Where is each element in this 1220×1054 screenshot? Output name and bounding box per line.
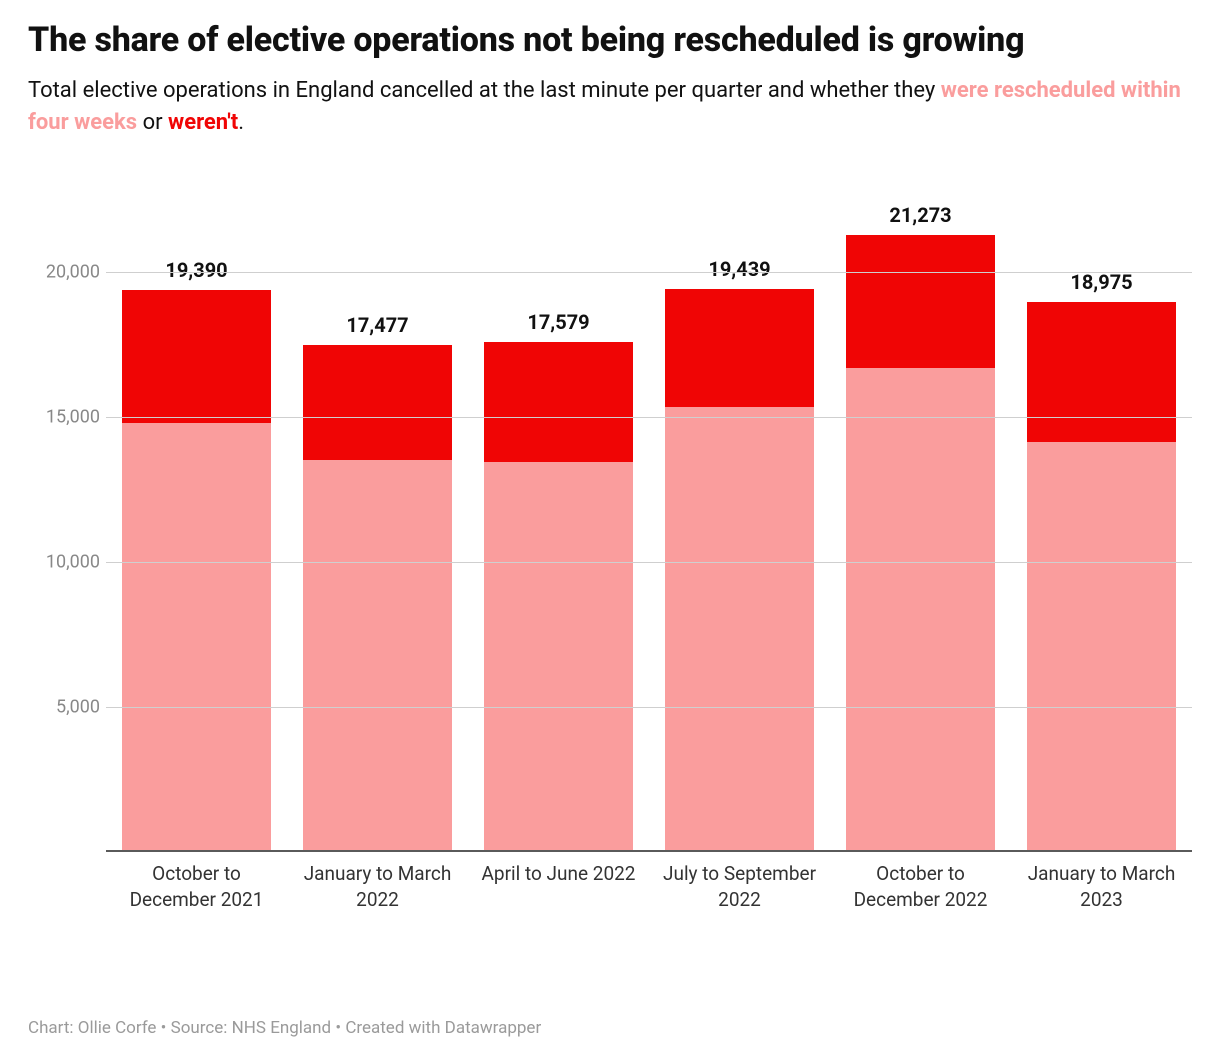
gridline bbox=[106, 707, 1192, 708]
bar-stack bbox=[665, 289, 813, 852]
bar-stack bbox=[1027, 302, 1175, 851]
y-tick-label: 15,000 bbox=[22, 407, 100, 428]
gridline bbox=[106, 272, 1192, 273]
bar-column: 19,390 bbox=[106, 191, 287, 851]
bar-column: 21,273 bbox=[830, 191, 1011, 851]
gridline bbox=[106, 562, 1192, 563]
plot-area: 19,390 17,477 17,579 19,439 21,273 18,975 bbox=[106, 191, 1192, 851]
x-tick-label: January to March 2022 bbox=[287, 851, 468, 912]
x-axis: October to December 2021January to March… bbox=[106, 851, 1192, 912]
bar-segment-rescheduled bbox=[303, 460, 451, 851]
bar-stack bbox=[122, 290, 270, 851]
chart-area: 5,00010,00015,00020,000 19,390 17,477 17,5… bbox=[28, 157, 1192, 961]
subtitle-text-mid: or bbox=[137, 110, 168, 135]
chart-subtitle: Total elective operations in England can… bbox=[28, 75, 1192, 139]
y-tick-label: 10,000 bbox=[22, 551, 100, 572]
x-tick-label: October to December 2021 bbox=[106, 851, 287, 912]
bar-segment-rescheduled bbox=[122, 423, 270, 851]
bar-segment-not-rescheduled bbox=[303, 345, 451, 460]
x-tick-label: July to September 2022 bbox=[649, 851, 830, 912]
bar-segment-not-rescheduled bbox=[484, 342, 632, 462]
bar-segment-rescheduled bbox=[484, 462, 632, 851]
bar-total-label: 19,439 bbox=[708, 257, 770, 281]
chart-title: The share of elective operations not bei… bbox=[28, 20, 1192, 61]
y-tick-label: 20,000 bbox=[22, 262, 100, 283]
bar-segment-not-rescheduled bbox=[665, 289, 813, 407]
bar-segment-rescheduled bbox=[665, 407, 813, 851]
y-tick-label: 5,000 bbox=[22, 696, 100, 717]
x-tick-label: October to December 2022 bbox=[830, 851, 1011, 912]
bar-segment-rescheduled bbox=[1027, 442, 1175, 852]
subtitle-text-pre: Total elective operations in England can… bbox=[28, 78, 941, 103]
x-tick-label: January to March 2023 bbox=[1011, 851, 1192, 912]
x-tick-label: April to June 2022 bbox=[468, 851, 649, 912]
bar-total-label: 19,390 bbox=[165, 258, 227, 282]
bar-total-label: 18,975 bbox=[1070, 270, 1132, 294]
bar-stack bbox=[303, 345, 451, 851]
bar-column: 17,477 bbox=[287, 191, 468, 851]
bar-segment-not-rescheduled bbox=[122, 290, 270, 423]
legend-not-rescheduled: weren't bbox=[168, 110, 238, 135]
bar-stack bbox=[484, 342, 632, 851]
bar-segment-rescheduled bbox=[846, 368, 994, 851]
bar-column: 17,579 bbox=[468, 191, 649, 851]
y-axis: 5,00010,00015,00020,000 bbox=[28, 191, 106, 851]
bar-stack bbox=[846, 235, 994, 851]
bars-container: 19,390 17,477 17,579 19,439 21,273 18,975 bbox=[106, 191, 1192, 851]
bar-total-label: 17,579 bbox=[527, 310, 589, 334]
subtitle-text-post: . bbox=[238, 110, 244, 135]
bar-segment-not-rescheduled bbox=[846, 235, 994, 367]
bar-segment-not-rescheduled bbox=[1027, 302, 1175, 442]
bar-column: 19,439 bbox=[649, 191, 830, 851]
bar-total-label: 17,477 bbox=[346, 313, 408, 337]
bar-total-label: 21,273 bbox=[889, 203, 951, 227]
gridline bbox=[106, 417, 1192, 418]
bar-column: 18,975 bbox=[1011, 191, 1192, 851]
chart-footer: Chart: Ollie Corfe • Source: NHS England… bbox=[28, 1018, 541, 1038]
